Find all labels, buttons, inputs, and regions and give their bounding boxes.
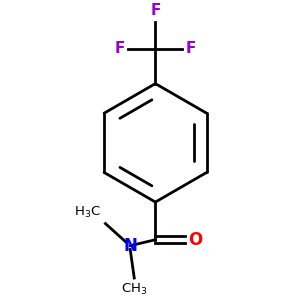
Text: F: F: [185, 41, 196, 56]
Text: CH$_3$: CH$_3$: [121, 282, 148, 297]
Text: F: F: [150, 4, 161, 19]
Text: N: N: [123, 237, 137, 255]
Text: O: O: [188, 231, 203, 249]
Text: H$_3$C: H$_3$C: [74, 205, 101, 220]
Text: F: F: [115, 41, 125, 56]
